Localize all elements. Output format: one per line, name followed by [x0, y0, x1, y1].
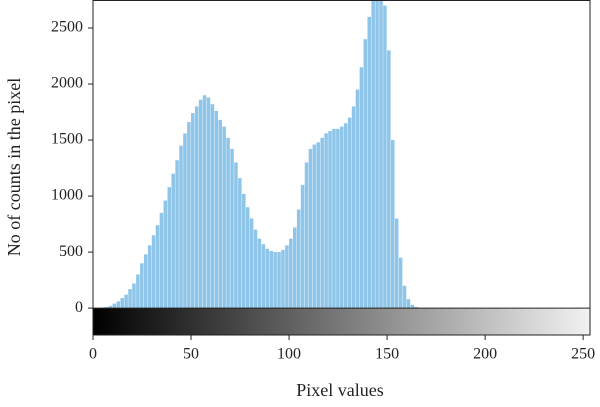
y-tick-label: 500	[59, 243, 83, 260]
bar	[222, 126, 226, 309]
bar	[147, 245, 152, 309]
bar	[120, 298, 124, 309]
bar	[132, 283, 136, 309]
bar	[238, 178, 242, 309]
bar	[210, 104, 215, 309]
bar	[316, 142, 321, 309]
bar	[191, 113, 195, 309]
bar	[328, 131, 332, 309]
x-tick-label: 250	[571, 346, 595, 363]
x-tick-label: 200	[473, 346, 497, 363]
bar	[273, 252, 277, 309]
bar	[242, 193, 246, 309]
bar	[234, 162, 238, 309]
bar	[108, 305, 113, 309]
bar	[406, 299, 411, 309]
y-tick-label: 1500	[51, 131, 83, 148]
bar	[359, 67, 364, 309]
bar	[281, 249, 285, 309]
bar	[124, 294, 128, 309]
x-tick-label: 0	[89, 346, 97, 363]
bar	[289, 238, 293, 309]
bar	[363, 39, 368, 309]
y-tick-label: 2000	[51, 75, 83, 92]
y-tick-label: 0	[75, 299, 83, 316]
bar	[214, 110, 219, 309]
x-tick-label: 100	[277, 346, 301, 363]
bar	[379, 0, 383, 309]
bar	[245, 207, 250, 309]
bar	[143, 254, 148, 309]
bar	[171, 173, 175, 309]
bar	[391, 140, 395, 309]
bar	[383, 5, 387, 309]
x-tick-label: 150	[375, 346, 399, 363]
bar	[116, 301, 121, 309]
bar	[355, 89, 360, 309]
bar	[375, 0, 379, 309]
bar	[343, 123, 348, 309]
bar	[253, 229, 258, 309]
bar	[285, 245, 289, 309]
bar	[155, 225, 160, 309]
bar	[394, 218, 399, 309]
bar	[140, 263, 144, 309]
bar	[104, 306, 109, 309]
bar	[163, 200, 168, 309]
bar	[230, 149, 234, 309]
bar	[332, 128, 336, 309]
bar	[261, 244, 266, 309]
bar	[336, 128, 340, 309]
bar	[175, 160, 179, 309]
bar	[226, 137, 230, 309]
bar	[371, 0, 375, 309]
bar	[320, 137, 324, 309]
y-tick-label: 1000	[51, 187, 83, 204]
bar	[187, 122, 191, 309]
bar	[112, 303, 117, 309]
bar	[167, 187, 172, 309]
bar	[347, 117, 352, 309]
bar	[128, 289, 132, 309]
x-axis-label: Pixel values	[296, 380, 384, 400]
bar	[249, 218, 254, 309]
bar	[194, 106, 199, 309]
bar	[402, 285, 407, 309]
bar	[296, 209, 301, 309]
bar	[312, 144, 317, 309]
bar	[183, 133, 187, 309]
bar	[387, 50, 391, 309]
bar	[277, 252, 281, 309]
bar	[202, 95, 207, 309]
bar	[324, 133, 328, 309]
bar	[269, 250, 273, 309]
bar	[151, 235, 156, 309]
bar	[265, 248, 270, 309]
gray-scale-bar	[93, 308, 590, 335]
bar	[198, 99, 203, 309]
bar	[308, 149, 313, 309]
y-tick-label: 2500	[51, 19, 83, 36]
bar	[340, 126, 344, 309]
bar	[410, 304, 415, 309]
bar	[304, 162, 309, 309]
bar	[300, 184, 305, 309]
bar	[351, 106, 356, 309]
bar	[292, 227, 297, 309]
bar	[136, 274, 140, 309]
plot-frame	[92, 0, 591, 336]
bar	[218, 119, 222, 309]
bar	[257, 238, 262, 309]
bar	[414, 306, 419, 309]
bar	[159, 212, 164, 309]
plot-area	[93, 0, 590, 335]
y-axis-label: No of counts in the pixel	[4, 78, 24, 256]
bar	[206, 97, 211, 309]
bar	[398, 257, 403, 309]
bar	[367, 16, 371, 309]
x-tick-label: 50	[183, 346, 199, 363]
bar	[179, 145, 183, 309]
